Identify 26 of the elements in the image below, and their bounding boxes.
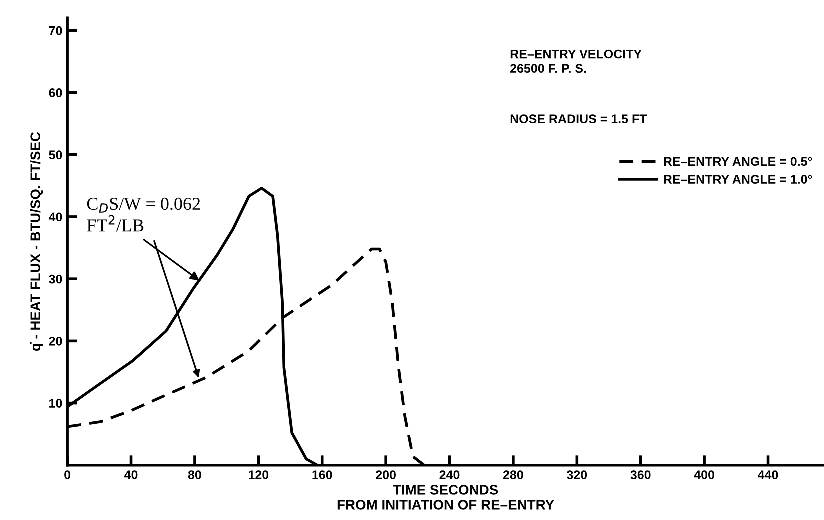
- y-axis-title: q̇ - HEAT FLUX - BTU/SQ. FT/SEC: [30, 132, 44, 352]
- x-tick-label: 240: [440, 470, 460, 480]
- y-tick-label: 20: [49, 336, 62, 346]
- x-tick-label: 80: [188, 470, 202, 480]
- y-tick-label: 40: [48, 212, 62, 222]
- x-axis-title: TIME SECONDS FROM INITIATION OF RE–ENTRY: [338, 485, 554, 510]
- annotation: NOSE RADIUS = 1.5 FT: [510, 114, 648, 124]
- y-tick-label: 30: [49, 274, 62, 284]
- x-tick-label: 200: [376, 470, 396, 480]
- annotation: RE–ENTRY VELOCITY 26500 F. P. S.: [510, 50, 642, 74]
- x-tick-label: 160: [312, 470, 332, 480]
- x-tick-label: 40: [124, 470, 138, 480]
- y-tick-label: 60: [49, 88, 62, 98]
- legend-label: RE–ENTRY ANGLE = 1.0°: [664, 175, 812, 184]
- x-tick-label: 400: [694, 470, 714, 480]
- x-tick-label: 0: [64, 470, 71, 480]
- x-tick-label: 280: [503, 470, 524, 480]
- y-tick-label: 10: [50, 399, 62, 408]
- x-tick-label: 120: [249, 470, 269, 480]
- y-tick-label: 70: [49, 26, 62, 36]
- annotation: C$_{D}$S/W = 0.062 FT$^{2}$/LB: [87, 198, 200, 232]
- x-tick-label: 320: [567, 470, 588, 480]
- y-tick-label: 50: [49, 150, 62, 160]
- legend-label: RE–ENTRY ANGLE = 0.5°: [664, 157, 812, 166]
- x-tick-label: 360: [630, 470, 651, 480]
- x-tick-label: 440: [758, 470, 778, 480]
